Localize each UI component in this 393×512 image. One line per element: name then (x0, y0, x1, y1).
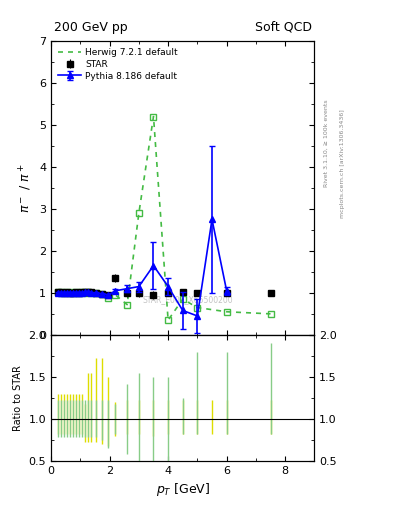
Herwig 7.2.1 default (88, 290, 93, 296)
Herwig 7.2.1 default (100, 291, 105, 297)
Herwig 7.2.1 default (68, 289, 72, 295)
Herwig 7.2.1 default (73, 289, 78, 295)
X-axis label: $p_T$ [GeV]: $p_T$ [GeV] (156, 481, 210, 498)
Herwig 7.2.1 default (56, 289, 61, 295)
Herwig 7.2.1 default (59, 290, 64, 296)
Text: STAR_E006_X65500200: STAR_E006_X65500200 (143, 295, 233, 304)
Herwig 7.2.1 default (71, 290, 75, 296)
Herwig 7.2.1 default (136, 210, 141, 216)
Herwig 7.2.1 default (77, 290, 81, 296)
Y-axis label: Ratio to STAR: Ratio to STAR (13, 365, 23, 431)
Herwig 7.2.1 default (83, 290, 87, 296)
Herwig 7.2.1 default (85, 289, 90, 295)
Herwig 7.2.1 default (224, 309, 229, 315)
Herwig 7.2.1 default (62, 289, 67, 295)
Herwig 7.2.1 default (94, 290, 99, 296)
Herwig 7.2.1 default (151, 114, 156, 120)
Legend: Herwig 7.2.1 default, STAR, Pythia 8.186 default: Herwig 7.2.1 default, STAR, Pythia 8.186… (55, 46, 181, 83)
Y-axis label: $\pi^-$ / $\pi^+$: $\pi^-$ / $\pi^+$ (17, 163, 33, 212)
Herwig 7.2.1 default (79, 289, 84, 295)
Herwig 7.2.1 default (268, 311, 273, 317)
Text: 200 GeV pp: 200 GeV pp (54, 20, 127, 34)
Herwig 7.2.1 default (180, 296, 185, 302)
Herwig 7.2.1 default (65, 290, 70, 296)
Text: Soft QCD: Soft QCD (255, 20, 312, 34)
Line: Herwig 7.2.1 default: Herwig 7.2.1 default (59, 117, 270, 320)
Text: mcplots.cern.ch [arXiv:1306.3436]: mcplots.cern.ch [arXiv:1306.3436] (340, 110, 345, 218)
Herwig 7.2.1 default (166, 317, 171, 323)
Herwig 7.2.1 default (106, 295, 110, 301)
Herwig 7.2.1 default (195, 305, 200, 311)
Herwig 7.2.1 default (125, 302, 130, 308)
Text: Rivet 3.1.10, ≥ 100k events: Rivet 3.1.10, ≥ 100k events (324, 99, 329, 187)
Herwig 7.2.1 default (113, 292, 118, 298)
